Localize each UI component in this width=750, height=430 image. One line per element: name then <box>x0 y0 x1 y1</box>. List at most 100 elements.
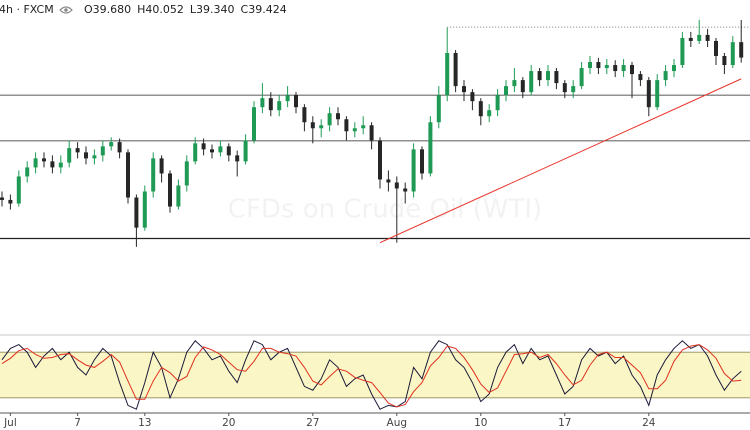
candle-body <box>352 128 357 132</box>
time-label: 10 <box>474 417 487 429</box>
candle-body <box>663 71 668 81</box>
candle-body <box>277 101 282 111</box>
eye-pupil <box>64 8 68 12</box>
candle-body <box>268 98 273 111</box>
candle-body <box>722 56 727 66</box>
candle-body <box>394 182 399 189</box>
time-label: 13 <box>138 417 151 429</box>
candle-body <box>604 65 609 69</box>
candle-body <box>596 62 601 69</box>
price-pane <box>0 16 750 247</box>
candle-body <box>218 146 223 153</box>
candle-body <box>151 158 156 192</box>
candle-body <box>420 149 424 174</box>
candle-body <box>0 197 4 200</box>
candle-body <box>235 155 240 162</box>
candle-body <box>67 148 72 163</box>
candle-body <box>680 37 685 66</box>
candle-body <box>411 149 416 192</box>
candle-body <box>445 52 450 96</box>
header-bar <box>0 0 750 20</box>
candle-body <box>478 101 483 117</box>
candle-body <box>294 95 298 108</box>
candle-body <box>109 142 114 147</box>
candle-body <box>117 142 122 153</box>
candle-body <box>25 167 30 177</box>
candle-body <box>562 83 567 93</box>
candle-body <box>168 173 172 207</box>
candle-body <box>16 176 21 204</box>
time-label: 27 <box>306 417 319 429</box>
candle-body <box>176 185 181 207</box>
candle-body <box>126 152 130 198</box>
candle-body <box>142 191 147 228</box>
candle-body <box>361 125 366 129</box>
oscillator-line <box>1 340 742 410</box>
candle-body <box>100 146 105 156</box>
candle-body <box>638 74 643 81</box>
candle-body <box>579 68 584 87</box>
candle-body <box>369 125 374 141</box>
candle-body <box>252 107 256 141</box>
candle-body <box>529 71 534 93</box>
candle-body <box>714 40 718 57</box>
candle-body <box>546 71 550 81</box>
oscillator-line <box>1 344 742 408</box>
time-label: Jul <box>3 417 17 429</box>
candle-body <box>33 158 38 168</box>
time-label: 20 <box>222 417 235 429</box>
candle-body <box>487 110 492 117</box>
candle-body <box>428 122 433 174</box>
eye-icon[interactable] <box>59 6 73 14</box>
ohlc-value: H40.052 <box>137 3 184 16</box>
oscillator-pane <box>0 340 750 410</box>
candle-body <box>520 80 525 93</box>
candle-body <box>134 197 139 228</box>
candle-body <box>226 146 231 156</box>
candle-body <box>512 80 517 87</box>
candle-body <box>50 161 55 168</box>
time-axis: Jul 7 13 20 27 Aug 10 17 24 <box>3 413 656 429</box>
visibility-toggle[interactable] <box>59 6 73 14</box>
candle-body <box>327 113 332 126</box>
candle-body <box>672 65 676 72</box>
candle-body <box>739 42 744 58</box>
candle-body <box>571 86 576 93</box>
candle-body <box>58 162 63 168</box>
ohlc-value: L39.340 <box>190 3 235 16</box>
ohlc-legend: O39.680 H40.052 L39.340 C39.424 <box>84 3 287 16</box>
symbol-header: 4h · FXCM <box>0 3 54 16</box>
candle-body <box>554 71 559 84</box>
candle-body <box>302 107 307 123</box>
candle-body <box>688 37 693 41</box>
candle-body <box>210 149 214 153</box>
candle-body <box>537 71 542 81</box>
candle-body <box>386 179 391 183</box>
time-label: 7 <box>74 417 81 429</box>
candle-body <box>470 92 475 102</box>
candle-body <box>495 95 500 111</box>
candle-body <box>310 122 315 129</box>
candle-body <box>75 148 80 153</box>
candle-body <box>243 140 248 162</box>
trend-line <box>379 78 742 244</box>
candle-body <box>336 113 340 120</box>
candle-body <box>84 152 88 159</box>
candle-body <box>621 65 626 72</box>
candle-body <box>588 62 592 69</box>
candle-body <box>319 125 324 129</box>
candle-body <box>613 65 618 72</box>
candle-body <box>378 140 382 180</box>
ohlc-value: C39.424 <box>241 3 287 16</box>
candle-body <box>184 161 189 186</box>
candle-body <box>436 95 441 123</box>
candle-body <box>504 86 508 96</box>
candle-body <box>8 199 13 204</box>
time-label: 24 <box>642 417 656 429</box>
candle-body <box>201 143 206 150</box>
candle-body <box>92 155 97 159</box>
candle-body <box>630 65 634 75</box>
time-label: Aug <box>387 417 408 429</box>
candle-body <box>159 158 164 174</box>
